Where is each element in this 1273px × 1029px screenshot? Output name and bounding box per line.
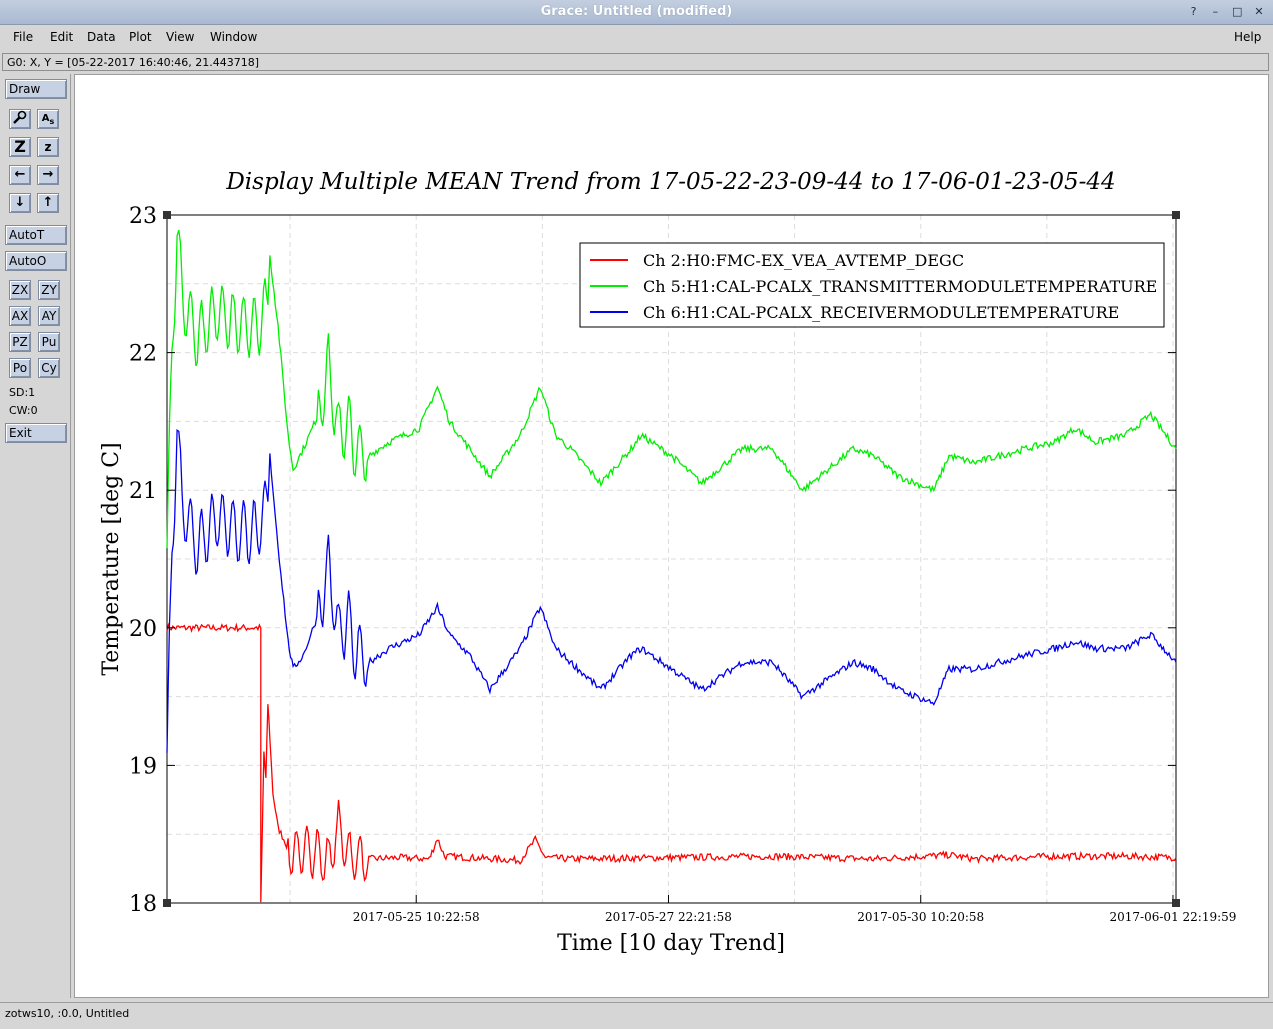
pz-button[interactable]: PZ xyxy=(9,332,31,352)
handle-top-left[interactable] xyxy=(163,211,171,219)
menu-window[interactable]: Window xyxy=(210,30,258,44)
text-icon[interactable]: As xyxy=(37,109,59,129)
handle-bottom-right[interactable] xyxy=(1172,899,1180,907)
menu-view[interactable]: View xyxy=(166,30,195,44)
window-titlebar[interactable]: Grace: Untitled (modified) ? – □ ✕ xyxy=(0,0,1273,25)
zx-button[interactable]: ZX xyxy=(9,280,31,300)
handle-top-right[interactable] xyxy=(1172,211,1180,219)
ay-button[interactable]: AY xyxy=(38,306,60,326)
y-tick-label: 19 xyxy=(129,754,157,779)
arrow-left-icon[interactable]: ← xyxy=(9,165,31,185)
y-tick-label: 22 xyxy=(129,342,157,367)
tool-panel: Draw As Z z ← → ↓ ↑ AutoT AutoO ZX ZY AX… xyxy=(0,74,71,998)
series-line-1 xyxy=(166,622,1177,903)
x-axis-label: Time [10 day Trend] xyxy=(557,931,785,956)
menu-bar: File Edit Data Plot View Window Help xyxy=(0,25,1273,51)
cy-button[interactable]: Cy xyxy=(38,358,60,378)
sd-label: SD:1 xyxy=(9,386,36,399)
zoom-expand-icon[interactable]: Z xyxy=(9,137,31,157)
arrow-right-icon[interactable]: → xyxy=(37,165,59,185)
legend-label: Ch 5:H1:CAL-PCALX_TRANSMITTERMODULETEMPE… xyxy=(643,277,1157,296)
frame-handles xyxy=(163,211,1180,907)
y-tick-label: 18 xyxy=(129,892,157,917)
menu-help[interactable]: Help xyxy=(1234,30,1262,44)
chart-svg: Display Multiple MEAN Trend from 17-05-2… xyxy=(99,169,1236,956)
close-icon[interactable]: ✕ xyxy=(1254,5,1264,18)
locator-readout: G0: X, Y = [05-22-2017 16:40:46, 21.4437… xyxy=(2,53,1269,71)
cw-label: CW:0 xyxy=(9,404,38,417)
maximize-icon[interactable]: □ xyxy=(1231,5,1243,18)
status-text: zotws10, :0.0, Untitled xyxy=(5,1007,130,1020)
menu-plot[interactable]: Plot xyxy=(129,30,152,44)
menu-data[interactable]: Data xyxy=(87,30,116,44)
plot-frame xyxy=(166,214,1177,904)
handle-bottom-left[interactable] xyxy=(163,899,171,907)
y-tick-label: 20 xyxy=(129,617,157,642)
series-line-3 xyxy=(166,428,1177,753)
y-tick-label: 23 xyxy=(129,204,157,229)
series-line-2 xyxy=(166,229,1177,549)
x-tick-label: 2017-05-30 10:20:58 xyxy=(857,910,984,924)
exit-button[interactable]: Exit xyxy=(5,423,67,443)
x-tick-label: 2017-05-27 22:21:58 xyxy=(605,910,732,924)
zy-button[interactable]: ZY xyxy=(38,280,60,300)
help-window-icon[interactable]: ? xyxy=(1190,5,1197,18)
pu-button[interactable]: Pu xyxy=(38,332,60,352)
status-bar: zotws10, :0.0, Untitled xyxy=(0,1002,1273,1029)
draw-button[interactable]: Draw xyxy=(5,79,67,99)
legend-label: Ch 2:H0:FMC-EX_VEA_AVTEMP_DEGC xyxy=(643,251,964,270)
y-tick-label: 21 xyxy=(129,479,157,504)
autoo-button[interactable]: AutoO xyxy=(5,251,67,271)
menu-edit[interactable]: Edit xyxy=(50,30,74,44)
zoom-shrink-icon[interactable]: z xyxy=(37,137,59,157)
chart-series xyxy=(166,229,1177,903)
autot-button[interactable]: AutoT xyxy=(5,225,67,245)
x-tick-label: 2017-06-01 22:19:59 xyxy=(1110,910,1237,924)
chart-axes: 18 19 20 21 22 23 2017-05-25 10:22:58 2017-05-2… xyxy=(129,204,1236,924)
po-button[interactable]: Po xyxy=(9,358,31,378)
window-title: Grace: Untitled (modified) xyxy=(540,4,733,19)
arrow-up-icon[interactable]: ↑ xyxy=(37,193,59,213)
arrow-down-icon[interactable]: ↓ xyxy=(9,193,31,213)
minimize-icon[interactable]: – xyxy=(1212,5,1219,18)
window-controls: ? – □ ✕ xyxy=(1184,4,1267,20)
ax-button[interactable]: AX xyxy=(9,306,31,326)
legend-box xyxy=(579,242,1165,328)
plot-canvas[interactable]: Display Multiple MEAN Trend from 17-05-2… xyxy=(74,74,1269,998)
menu-file[interactable]: File xyxy=(13,30,34,44)
chart-title: Display Multiple MEAN Trend from 17-05-2… xyxy=(225,169,1115,195)
chart-legend: Ch 2:H0:FMC-EX_VEA_AVTEMP_DEGC Ch 5:H1:CA… xyxy=(579,242,1165,328)
magnifier-icon[interactable] xyxy=(9,109,31,129)
y-axis-label: Temperature [deg C] xyxy=(99,442,124,675)
legend-label: Ch 6:H1:CAL-PCALX_RECEIVERMODULETEMPERAT… xyxy=(643,303,1119,322)
x-tick-label: 2017-05-25 10:22:58 xyxy=(353,910,480,924)
